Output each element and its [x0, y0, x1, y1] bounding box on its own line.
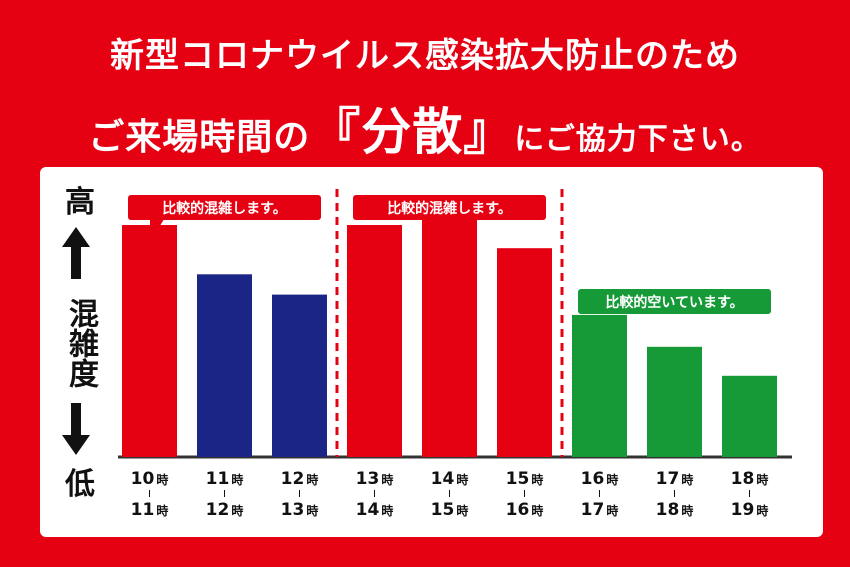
tick-label-from: 13 時	[356, 469, 394, 489]
tick-label-from: 16 時	[581, 469, 619, 489]
tick-label-to: 15 時	[431, 500, 469, 520]
y-axis-title: 混雑度	[63, 298, 98, 388]
chart-panel: 高 混雑度 低 10 時 11 時 11 時 12 時 12 時 13 時 13 時 14 時 14 時 15 時 15…	[40, 167, 823, 537]
bar-11	[197, 274, 252, 457]
bar-15	[497, 248, 552, 457]
bar-16	[572, 314, 627, 457]
y-axis: 高 混雑度 低	[40, 167, 120, 537]
tick-label-to: 17 時	[581, 500, 619, 520]
callout-text: 比較的空いています。	[605, 294, 743, 311]
tick-label-to: 13 時	[281, 500, 319, 520]
callout-pointer	[150, 219, 164, 243]
tick-label-to: 18 時	[656, 500, 694, 520]
tick-label-from: 18 時	[731, 469, 769, 489]
bar-10	[122, 225, 177, 457]
tick-label-to: 12 時	[206, 500, 244, 520]
headline-bracket-close: 』	[463, 103, 515, 161]
headline-emphasis: 分散	[361, 103, 464, 161]
callout-text: 比較的混雑します。	[162, 200, 287, 217]
callout-text: 比較的混雑します。	[387, 200, 512, 217]
bar-12	[272, 294, 327, 457]
bar-13	[347, 225, 402, 457]
callout-box	[578, 289, 771, 314]
bar-18	[722, 375, 777, 457]
tick-label-from: 11 時	[206, 469, 244, 489]
tick-label-to: 11 時	[131, 500, 169, 520]
headline-line2-post: にご協力下さい。	[514, 122, 762, 157]
arrow-up-icon	[62, 227, 90, 279]
bar-14	[422, 204, 477, 457]
tick-label-to: 16 時	[506, 500, 544, 520]
headline-line2: ご来場時間の『分散』にご協力下さい。	[0, 92, 850, 164]
arrow-down-icon	[62, 403, 90, 455]
tick-label-from: 14 時	[431, 469, 469, 489]
chart-svg: 10 時 11 時 11 時 12 時 12 時 13 時 13 時 14 時 14 時 15 時 15 時 16 時 16 時 1…	[118, 189, 792, 520]
tick-label-to: 19 時	[731, 500, 769, 520]
bar-17	[647, 346, 702, 457]
headline-line2-pre: ご来場時間の	[88, 117, 311, 158]
tick-label-to: 14 時	[356, 500, 394, 520]
y-axis-high-label: 高	[65, 185, 95, 220]
tick-label-from: 12 時	[281, 469, 319, 489]
tick-label-from: 10 時	[131, 469, 169, 489]
callout-box	[128, 195, 321, 220]
tick-label-from: 17 時	[656, 469, 694, 489]
tick-label-from: 15 時	[506, 469, 544, 489]
headline-bracket-open: 『	[310, 103, 362, 161]
headline-line1: 新型コロナウイルス感染拡大防止のため	[110, 36, 740, 76]
callout-box	[353, 195, 546, 220]
y-axis-low-label: 低	[65, 467, 95, 502]
